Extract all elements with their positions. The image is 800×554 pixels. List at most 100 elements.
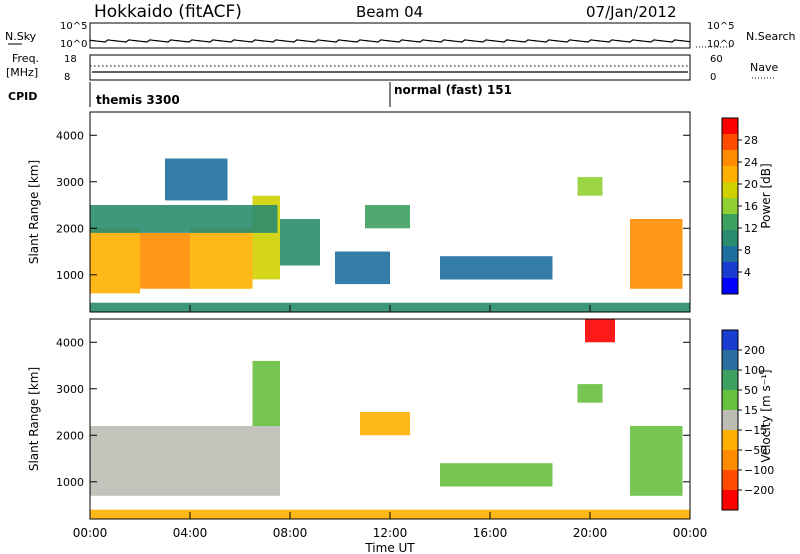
- colorbar-segment: [722, 150, 738, 167]
- velocity-region-1: [252, 360, 280, 426]
- x-tick-label: 00:00: [73, 526, 108, 540]
- velocity-panel: 1000 2000 3000 4000 Slant Range [km]: [27, 318, 691, 520]
- freq-left-tick-top: 18: [64, 54, 77, 65]
- velocity-colorbar-title: Velocity [m s⁻¹]: [759, 369, 773, 462]
- x-tick-label: 12:00: [373, 526, 408, 540]
- power-region-4: [280, 219, 320, 266]
- colorbar-tick-label: 50: [744, 384, 758, 397]
- power-region-6: [165, 158, 228, 201]
- x-tick-label: 08:00: [273, 526, 308, 540]
- freq-unit: [MHz]: [6, 66, 38, 79]
- noise-left-tick-bottom: 10^0: [60, 39, 87, 50]
- x-tick-label: 04:00: [173, 526, 208, 540]
- power-region-1: [140, 232, 190, 289]
- velocity-region-5: [630, 426, 683, 496]
- power-region-8: [365, 205, 410, 229]
- power-panel: 1000 2000 3000 4000 Slant Range [km]: [27, 111, 691, 313]
- nave-label: Nave: [750, 61, 778, 74]
- x-tick-label: 00:00: [673, 526, 708, 540]
- colorbar-tick-label: −50: [744, 444, 767, 457]
- y-tick-label: 4000: [56, 336, 84, 349]
- power-x-ticks: [89, 305, 691, 312]
- nave-right-tick-bottom: 0: [710, 72, 716, 83]
- power-region-2: [190, 228, 253, 289]
- cpid-mode-normal: normal (fast) 151: [394, 83, 512, 97]
- colorbar-segment: [722, 118, 738, 135]
- colorbar-tick-label: 12: [744, 222, 758, 235]
- colorbar-tick-label: −200: [744, 484, 774, 497]
- noise-left-tick-top: 10^5: [60, 21, 87, 32]
- noise-right-tick-bottom: 10^0: [707, 39, 734, 50]
- power-region-9: [440, 256, 553, 280]
- colorbar-tick-label: 28: [744, 134, 758, 147]
- velocity-x-ticks: [89, 512, 691, 519]
- velocity-region-6: [585, 319, 615, 343]
- colorbar-segment: [722, 390, 738, 411]
- noise-panel-frame: [89, 22, 691, 49]
- y-tick-label: 3000: [56, 176, 84, 189]
- y-tick-label: 4000: [56, 129, 84, 142]
- colorbar-tick-label: 24: [744, 156, 758, 169]
- colorbar-tick-label: 8: [744, 244, 751, 257]
- y-tick-label: 1000: [56, 476, 84, 489]
- freq-left-tick-bottom: 8: [64, 72, 70, 83]
- colorbar-segment: [722, 278, 738, 295]
- velocity-colorbar: 200 100 50 15 −15 −50 −100 −200: [721, 329, 774, 511]
- colorbar-segment: [722, 134, 738, 151]
- velocity-region-2: [360, 412, 410, 436]
- colorbar-tick-label: −15: [744, 424, 767, 437]
- y-tick-label: 2000: [56, 429, 84, 442]
- colorbar-segment: [722, 214, 738, 231]
- colorbar-tick-label: 200: [744, 344, 765, 357]
- freq-panel-frame: [89, 54, 691, 81]
- colorbar-segment: [722, 182, 738, 199]
- colorbar-segment: [722, 262, 738, 279]
- station-title: Hokkaido (fitACF): [94, 2, 242, 22]
- colorbar-segment: [722, 430, 738, 451]
- date-title: 07/Jan/2012: [586, 3, 677, 21]
- colorbar-segment: [722, 450, 738, 471]
- power-region-11: [630, 219, 683, 289]
- nave-right-tick-top: 60: [710, 54, 723, 65]
- noise-panel: N.Sky 10^5 10^0 10^5 10^0 N.Search: [5, 21, 796, 50]
- power-region-10: [577, 177, 603, 196]
- colorbar-segment: [722, 166, 738, 183]
- power-region-7: [335, 251, 390, 285]
- freq-panel: Freq. [MHz] 18 8 60 0 Nave: [6, 52, 778, 83]
- y-tick-label: 3000: [56, 383, 84, 396]
- power-colorbar-title: Power [dB]: [759, 163, 773, 228]
- noise-sky-label: N.Sky: [5, 30, 37, 43]
- power-y-axis: 1000 2000 3000 4000: [56, 129, 690, 282]
- time-axis-labels: 00:00 04:00 08:00 12:00 16:00 20:00 00:00: [73, 526, 708, 540]
- beam-title: Beam 04: [356, 3, 423, 21]
- colorbar-frame: [721, 329, 739, 511]
- colorbar-segment: [722, 410, 738, 431]
- power-region-5: [90, 205, 278, 233]
- y-tick-label: 2000: [56, 222, 84, 235]
- velocity-data-layer: [90, 319, 690, 519]
- colorbar-tick-label: 100: [744, 364, 765, 377]
- x-tick-label: 20:00: [573, 526, 608, 540]
- noise-right-tick-top: 10^5: [707, 21, 734, 32]
- colorbar-segment: [722, 350, 738, 371]
- x-tick-label: 16:00: [473, 526, 508, 540]
- noise-sky-trace: [89, 39, 691, 43]
- velocity-y-axis-label: Slant Range [km]: [27, 367, 41, 471]
- velocity-region-4: [577, 384, 603, 403]
- colorbar-tick-label: −100: [744, 464, 774, 477]
- power-region-0: [90, 228, 140, 294]
- cpid-panel: CPID themis 3300 normal (fast) 151: [8, 82, 512, 107]
- time-axis-label: Time UT: [364, 541, 415, 554]
- colorbar-tick-label: 15: [744, 404, 758, 417]
- colorbar-segment: [722, 330, 738, 351]
- colorbar-tick-label: 4: [744, 266, 751, 279]
- colorbar-tick-label: 20: [744, 178, 758, 191]
- velocity-region-3: [440, 463, 553, 487]
- colorbar-segment: [722, 230, 738, 247]
- colorbar-segment: [722, 490, 738, 511]
- cpid-mode-themis: themis 3300: [96, 93, 180, 107]
- colorbar-segment: [722, 470, 738, 491]
- power-data-layer: [90, 158, 690, 312]
- power-y-axis-label: Slant Range [km]: [27, 160, 41, 264]
